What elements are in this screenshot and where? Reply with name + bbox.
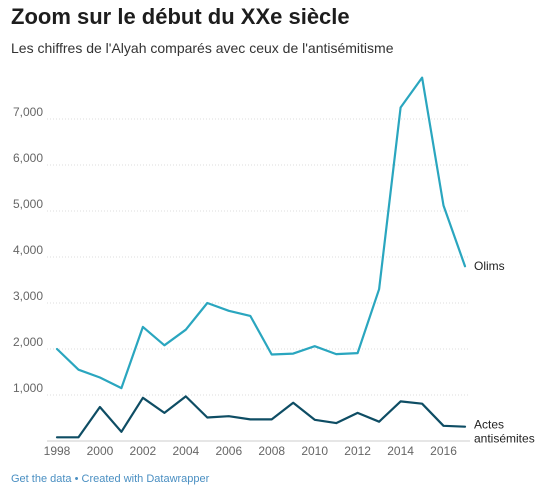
x-tick-label: 2000 [87, 444, 114, 458]
y-tick-label: 6,000 [13, 151, 43, 165]
x-tick-label: 2014 [387, 444, 414, 458]
x-tick-label: 1998 [44, 444, 71, 458]
y-tick-label: 3,000 [13, 289, 43, 303]
olims-series-label: Olims [474, 259, 505, 273]
y-tick-label: 7,000 [13, 105, 43, 119]
x-tick-label: 2004 [172, 444, 199, 458]
olims-series-line [55, 76, 467, 390]
actes-series-label-line: antisémites [474, 432, 535, 446]
x-tick-label: 2016 [430, 444, 457, 458]
get-data-link[interactable]: Get the data [11, 473, 72, 485]
chart-title: Zoom sur le début du XXe siècle [11, 4, 350, 29]
y-tick-label: 4,000 [13, 243, 43, 257]
y-tick-label: 5,000 [13, 197, 43, 211]
x-tick-label: 2012 [344, 444, 371, 458]
footer: Get the data • Created with Datawrapper [11, 473, 209, 485]
actes-series-label: Actes antisémites [474, 418, 535, 446]
actes-antisemites-series-line [55, 395, 467, 439]
x-tick-label: 2006 [215, 444, 242, 458]
x-tick-label: 2010 [301, 444, 328, 458]
datawrapper-link[interactable]: Created with Datawrapper [81, 473, 210, 485]
x-tick-label: 2002 [130, 444, 157, 458]
chart-subtitle: Les chiffres de l'Alyah comparés avec ce… [11, 40, 394, 56]
footer-separator: • [74, 473, 79, 485]
y-tick-label: 1,000 [13, 381, 43, 395]
y-tick-label: 2,000 [13, 335, 43, 349]
x-tick-label: 2008 [258, 444, 285, 458]
actes-series-label-line: Actes [474, 418, 504, 432]
